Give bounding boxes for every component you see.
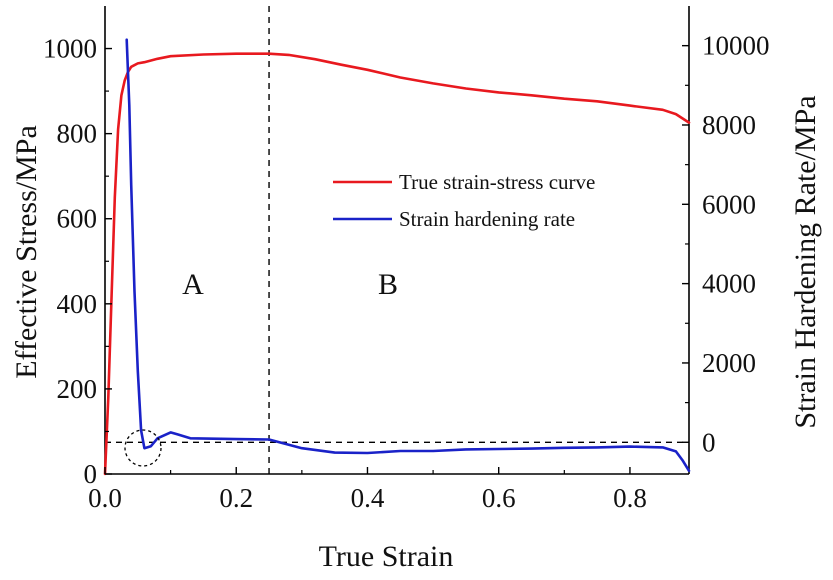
region-label-a: A <box>182 268 204 301</box>
y-right-tick-label: 6000 <box>702 189 756 219</box>
y-axis-left-title: Effective Stress/MPa <box>10 125 43 379</box>
y-right-tick-label: 8000 <box>702 110 756 140</box>
y-left-tick-label: 0 <box>84 459 98 489</box>
y-left-tick-label: 600 <box>57 204 98 234</box>
region-label-b: B <box>378 268 398 301</box>
annotation-circle <box>124 429 162 467</box>
y-left-tick-label: 1000 <box>43 34 97 64</box>
y-left-tick-label: 200 <box>57 374 98 404</box>
legend: True strain-stress curve Strain hardenin… <box>333 170 595 231</box>
series-line-hardening <box>125 38 691 473</box>
x-tick-label: 0.2 <box>219 483 253 513</box>
y-right-tick-label: 0 <box>702 427 716 457</box>
y-right-tick-label: 4000 <box>702 269 756 299</box>
x-axis-title: True Strain <box>319 540 454 573</box>
ticks-layer: 0.0 0.2 0.4 0.6 0.80200400600800100002000400… <box>43 31 770 513</box>
series-layer <box>103 38 691 476</box>
x-tick-label: 0.6 <box>482 483 516 513</box>
y-right-tick-label: 2000 <box>702 348 756 378</box>
y-axis-right-title: Strain Hardening Rate/MPa <box>789 95 822 428</box>
x-tick-label: 0.0 <box>88 483 122 513</box>
y-right-tick-label: 10000 <box>702 31 770 61</box>
y-left-tick-label: 800 <box>57 119 98 149</box>
x-tick-label: 0.4 <box>351 483 385 513</box>
axes-layer <box>104 6 690 475</box>
y-left-tick-label: 400 <box>57 289 98 319</box>
legend-label-stress: True strain-stress curve <box>399 170 595 194</box>
reference-lines <box>105 6 689 474</box>
x-tick-label: 0.8 <box>613 483 647 513</box>
legend-label-hardening: Strain hardening rate <box>399 207 575 231</box>
series-line-stress <box>103 52 691 476</box>
